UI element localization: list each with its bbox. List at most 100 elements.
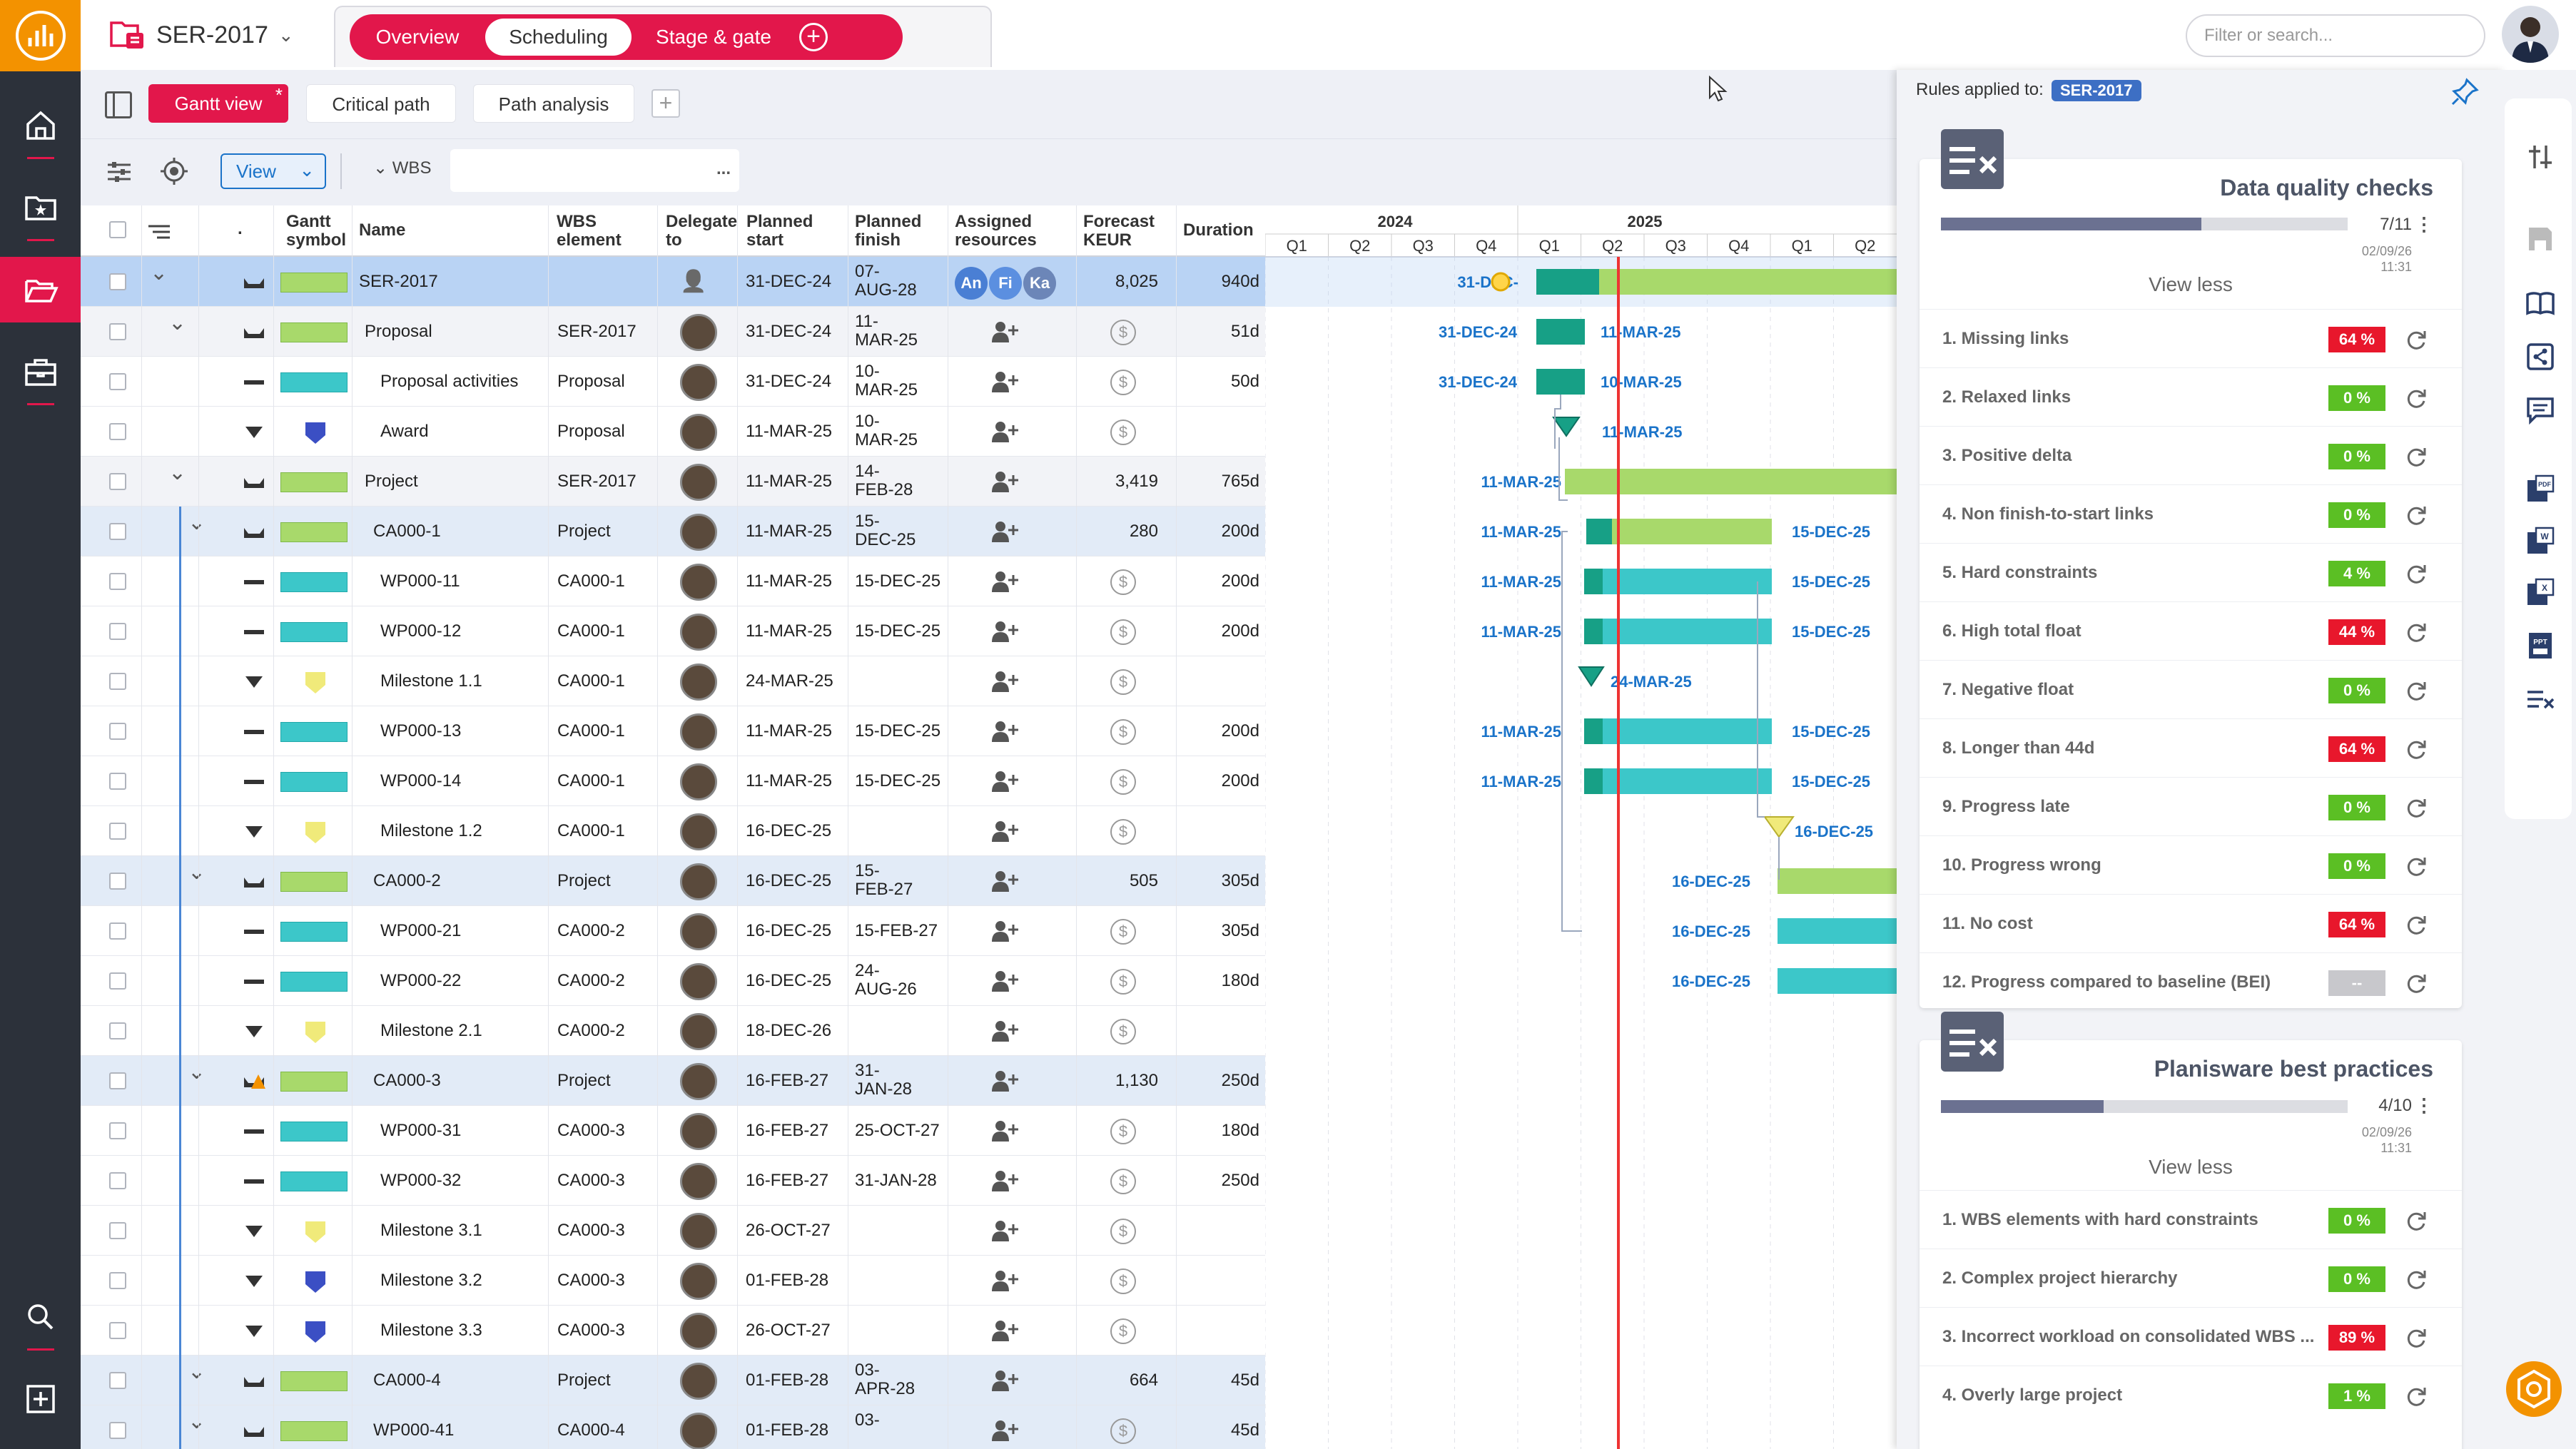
filter-settings-icon[interactable] xyxy=(106,159,132,185)
refresh-icon[interactable] xyxy=(2405,855,2428,878)
resource-badge[interactable]: Ka xyxy=(1023,267,1056,300)
path-analysis-button[interactable]: Path analysis xyxy=(473,84,634,123)
row-menu-icon[interactable] xyxy=(148,224,170,240)
delegate-avatar[interactable] xyxy=(680,564,717,601)
rule-row[interactable]: 1. WBS elements with hard constraints 0 % xyxy=(1920,1190,2462,1249)
add-resource-icon[interactable] xyxy=(990,1069,1019,1093)
expand-chevron-icon[interactable]: ⌄ xyxy=(188,860,206,884)
gantt-milestone[interactable] xyxy=(1578,666,1605,687)
add-resource-icon[interactable] xyxy=(990,819,1019,843)
table-row[interactable]: Milestone 3.2 CA000-3 01-FEB-28 $ xyxy=(81,1256,1265,1306)
cost-icon[interactable]: $ xyxy=(1110,919,1136,945)
share-icon[interactable] xyxy=(2525,341,2556,372)
rule-row[interactable]: 12. Progress compared to baseline (BEI) -… xyxy=(1920,952,2462,1011)
gantt-progress-bar[interactable] xyxy=(1584,718,1603,744)
expand-chevron-icon[interactable]: ⌄ xyxy=(150,261,168,285)
gantt-task-bar[interactable] xyxy=(1778,918,1897,944)
table-row[interactable]: ⌄ Proposal SER-2017 31-DEC-24 11- MAR-25 $51d xyxy=(81,307,1265,357)
row-checkbox[interactable] xyxy=(109,773,126,790)
table-row[interactable]: ⌄ CA000-4 Project 01-FEB-28 03- APR-28 664 45d xyxy=(81,1356,1265,1405)
delegate-avatar[interactable] xyxy=(680,1313,717,1350)
gantt-milestone[interactable] xyxy=(1552,417,1581,437)
add-resource-icon[interactable] xyxy=(990,370,1019,394)
refresh-icon[interactable] xyxy=(2405,445,2428,468)
delegate-avatar[interactable] xyxy=(680,314,717,351)
table-row[interactable]: ⌄ Project SER-2017 11-MAR-25 14- FEB-28 3,419 7… xyxy=(81,457,1265,507)
row-checkbox[interactable] xyxy=(109,1072,126,1089)
rule-row[interactable]: 6. High total float 44 % xyxy=(1920,601,2462,660)
gantt-task-bar[interactable] xyxy=(1584,718,1772,744)
refresh-icon[interactable] xyxy=(2405,504,2428,527)
rules-checklist-icon[interactable] xyxy=(2525,683,2556,715)
table-row[interactable]: WP000-21 CA000-2 16-DEC-25 15-FEB-27 $305d xyxy=(81,906,1265,956)
add-resource-icon[interactable] xyxy=(990,420,1019,444)
row-checkbox[interactable] xyxy=(109,423,126,440)
row-checkbox[interactable] xyxy=(109,1422,126,1439)
add-resource-icon[interactable] xyxy=(990,519,1019,544)
row-checkbox[interactable] xyxy=(109,972,126,990)
delegate-avatar[interactable] xyxy=(680,1263,717,1300)
pin-icon[interactable] xyxy=(2451,77,2480,106)
delegate-avatar[interactable] xyxy=(680,1413,717,1449)
panel-toggle-icon[interactable] xyxy=(105,91,132,118)
resource-badge[interactable]: An xyxy=(955,267,988,300)
col-forecast-header[interactable]: Forecast KEUR xyxy=(1083,212,1155,250)
expand-chevron-icon[interactable]: ⌄ xyxy=(168,311,187,335)
target-icon[interactable] xyxy=(161,158,188,185)
help-button[interactable] xyxy=(2506,1361,2562,1417)
cost-icon[interactable]: $ xyxy=(1110,619,1136,645)
table-row[interactable]: Proposal activities Proposal 31-DEC-24 10- M… xyxy=(81,357,1265,407)
nav-portfolio[interactable] xyxy=(0,339,81,405)
nav-home[interactable] xyxy=(0,93,81,158)
row-checkbox[interactable] xyxy=(109,1122,126,1139)
delegate-avatar[interactable] xyxy=(680,364,717,401)
rule-row[interactable]: 4. Non finish-to-start links 0 % xyxy=(1920,484,2462,543)
tab-stage-gate[interactable]: Stage & gate xyxy=(656,26,771,48)
row-checkbox[interactable] xyxy=(109,1172,126,1189)
cost-icon[interactable]: $ xyxy=(1110,569,1136,595)
rule-row[interactable]: 10. Progress wrong 0 % xyxy=(1920,835,2462,894)
cost-icon[interactable]: $ xyxy=(1110,669,1136,695)
add-resource-icon[interactable] xyxy=(990,1418,1019,1443)
delegate-avatar[interactable] xyxy=(680,713,717,751)
expand-chevron-icon[interactable]: ⌄ xyxy=(188,1360,206,1383)
row-checkbox[interactable] xyxy=(109,723,126,740)
bp-view-less[interactable]: View less xyxy=(2149,1156,2233,1178)
row-checkbox[interactable] xyxy=(109,1372,126,1389)
rule-row[interactable]: 2. Complex project hierarchy 0 % xyxy=(1920,1249,2462,1307)
delegate-avatar[interactable] xyxy=(680,414,717,451)
view-dropdown[interactable]: View ⌄ xyxy=(220,153,326,189)
refresh-icon[interactable] xyxy=(2405,1209,2428,1232)
col-duration-header[interactable]: Duration xyxy=(1183,220,1254,240)
expand-chevron-icon[interactable]: ⌄ xyxy=(188,511,206,534)
cost-icon[interactable]: $ xyxy=(1110,1169,1136,1194)
cost-icon[interactable]: $ xyxy=(1110,1418,1136,1444)
rule-row[interactable]: 7. Negative float 0 % xyxy=(1920,660,2462,718)
gantt-summary-bar[interactable] xyxy=(1565,469,1897,494)
row-checkbox[interactable] xyxy=(109,573,126,590)
row-checkbox[interactable] xyxy=(109,673,126,690)
row-checkbox[interactable] xyxy=(109,623,126,640)
add-resource-icon[interactable] xyxy=(990,1368,1019,1393)
gantt-progress-bar[interactable] xyxy=(1584,768,1603,794)
expand-chevron-icon[interactable]: ⌄ xyxy=(188,1410,206,1433)
col-gantt-symbol-header[interactable]: Gantt symbol xyxy=(286,212,347,250)
delegate-avatar[interactable] xyxy=(680,813,717,850)
add-view-icon[interactable]: + xyxy=(651,89,680,118)
table-row[interactable]: ⌄ CA000-2 Project 16-DEC-25 15- FEB-27 505 305d xyxy=(81,856,1265,906)
rule-row[interactable]: 3. Incorrect workload on consolidated WB… xyxy=(1920,1307,2462,1366)
cost-icon[interactable]: $ xyxy=(1110,769,1136,795)
more-options-icon[interactable]: ... xyxy=(716,159,731,178)
delegate-avatar[interactable] xyxy=(680,863,717,900)
col-delegate-header[interactable]: Delegate to xyxy=(666,212,738,250)
rule-row[interactable]: 8. Longer than 44d 64 % xyxy=(1920,718,2462,777)
delegate-avatar[interactable] xyxy=(680,913,717,950)
table-row[interactable]: ⌄ WP000-41 CA000-4 01-FEB-28 03- $45d xyxy=(81,1405,1265,1449)
row-checkbox[interactable] xyxy=(109,873,126,890)
row-checkbox[interactable] xyxy=(109,273,126,290)
export-excel-icon[interactable]: X xyxy=(2525,576,2556,608)
add-resource-icon[interactable] xyxy=(990,769,1019,793)
row-checkbox[interactable] xyxy=(109,523,126,540)
table-row[interactable]: Milestone 1.1 CA000-1 24-MAR-25 $ xyxy=(81,656,1265,706)
table-row[interactable]: Award Proposal 11-MAR-25 10- MAR-25 $ xyxy=(81,407,1265,457)
